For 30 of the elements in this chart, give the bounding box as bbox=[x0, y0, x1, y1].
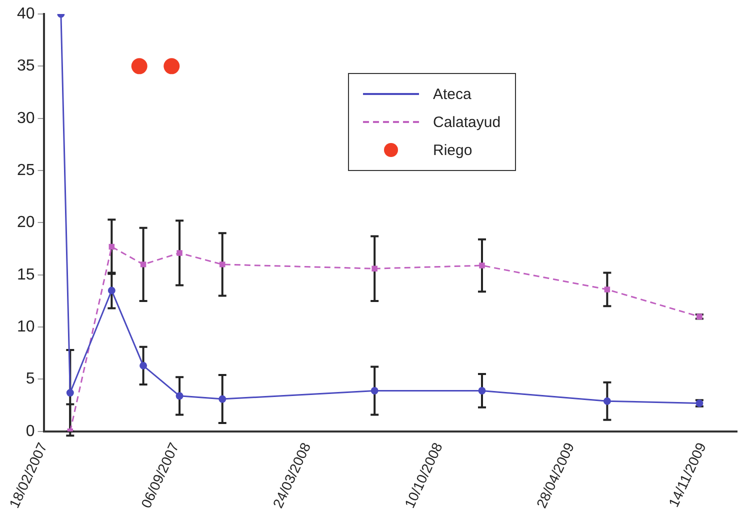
point bbox=[140, 262, 146, 268]
legend-label: Ateca bbox=[433, 86, 472, 102]
legend-label: Calatayud bbox=[433, 114, 501, 130]
point bbox=[108, 244, 115, 250]
point bbox=[131, 58, 148, 74]
point bbox=[696, 314, 702, 320]
point bbox=[220, 262, 226, 268]
point bbox=[603, 397, 611, 405]
point bbox=[164, 58, 180, 74]
y-tick-label: 20 bbox=[17, 214, 35, 232]
y-tick-label: 10 bbox=[17, 318, 35, 336]
y-tick-label: 30 bbox=[17, 110, 35, 127]
point bbox=[218, 395, 226, 403]
y-tick-label: 0 bbox=[26, 422, 35, 440]
y-tick-label: 15 bbox=[17, 266, 35, 284]
y-tick-label: 5 bbox=[26, 370, 35, 388]
point bbox=[372, 266, 378, 272]
point bbox=[479, 262, 485, 268]
point bbox=[108, 286, 116, 294]
point bbox=[176, 392, 184, 400]
y-tick-label: 40 bbox=[17, 5, 35, 22]
legend-label: Riego bbox=[433, 142, 472, 158]
y-tick-label: 25 bbox=[17, 162, 35, 179]
point bbox=[478, 386, 486, 394]
point bbox=[604, 286, 610, 292]
point bbox=[176, 250, 182, 256]
point bbox=[66, 389, 74, 397]
point bbox=[370, 386, 378, 394]
point bbox=[140, 362, 148, 370]
y-tick-label: 35 bbox=[17, 58, 35, 75]
